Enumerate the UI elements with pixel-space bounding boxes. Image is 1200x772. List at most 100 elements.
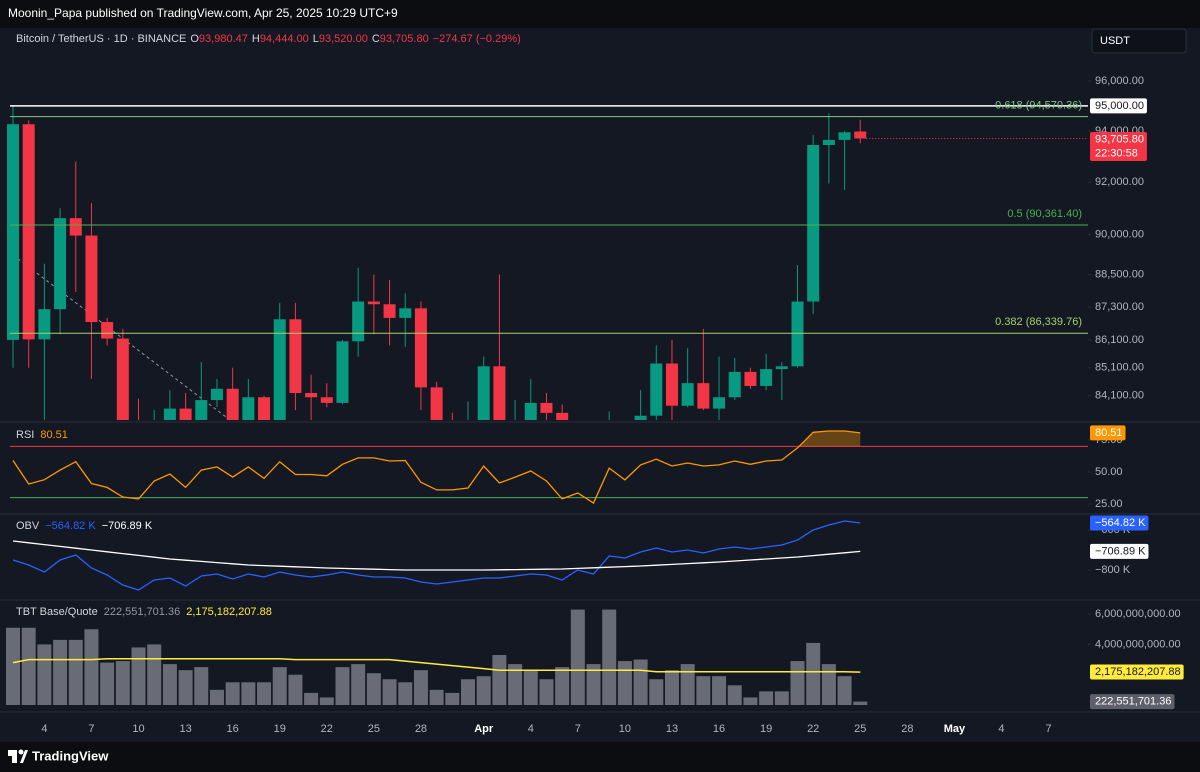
legend-text: TBT Base/Quote: [16, 606, 98, 618]
axis-value-box: [1090, 543, 1149, 559]
y-tick-label: 85,100.00: [1095, 362, 1144, 374]
candle-body: [775, 366, 788, 370]
volume-bar: [586, 664, 601, 705]
volume-bar: [351, 664, 366, 705]
volume-bar: [21, 627, 36, 705]
candle-body: [101, 322, 114, 339]
overbought-fill: [799, 431, 861, 447]
volume-bar: [602, 609, 617, 705]
volume-bar: [115, 661, 130, 705]
axis-value-box: [1090, 694, 1175, 710]
y-tick-label: 88,500.00: [1095, 268, 1144, 280]
footer-logo: [8, 749, 28, 763]
volume-bar: [147, 644, 162, 705]
x-tick-label: 10: [132, 723, 144, 735]
volume-bar: [68, 639, 83, 705]
axis-value-box: [1090, 131, 1147, 161]
candle-body: [54, 218, 67, 310]
pane: [10, 430, 1088, 504]
candle-body: [38, 309, 51, 340]
x-tick-label: 7: [575, 723, 581, 735]
legend-text: 93,705.80: [380, 33, 429, 45]
legend-text: 222,551,701.36: [104, 606, 180, 618]
volume-bar: [194, 667, 209, 705]
legend-text: 93,520.00: [319, 33, 368, 45]
footer-brand: TradingView: [32, 748, 109, 763]
currency-button-label[interactable]: USDT: [1100, 35, 1130, 47]
volume-bar: [6, 627, 20, 705]
volume-bar: [366, 673, 381, 705]
candle-body: [195, 400, 208, 420]
volume-bar: [555, 667, 570, 705]
x-tick-label: Apr: [474, 723, 494, 735]
volume-bar: [633, 659, 648, 705]
x-tick-label: 13: [666, 723, 678, 735]
axis-value-label: −564.82 K: [1095, 517, 1146, 529]
candle-body: [383, 304, 396, 318]
volume-bar: [288, 674, 303, 705]
fib-label: 0.382 (86,339.76): [995, 316, 1082, 328]
volume-bar: [382, 679, 397, 705]
axis-value-label: −706.89 K: [1095, 545, 1146, 557]
volume-bar: [241, 682, 256, 705]
volume-bar: [37, 644, 52, 705]
candle-body: [85, 235, 98, 323]
volume-bar: [319, 697, 334, 705]
candle-body: [273, 319, 286, 420]
y-tick-label: 96,000.00: [1095, 75, 1144, 87]
legend-text: 2,175,182,207.88: [186, 606, 272, 618]
pane: [7, 105, 1088, 420]
volume-bar: [304, 692, 319, 705]
x-tick-label: 25: [368, 723, 380, 735]
currency-button[interactable]: [1091, 28, 1187, 54]
x-tick-label: 22: [321, 723, 333, 735]
volume-bar: [162, 664, 177, 705]
candle-body: [116, 338, 129, 420]
x-tick-label: 16: [227, 723, 239, 735]
candle-body: [179, 408, 192, 420]
y-tick-label: 25.00: [1095, 498, 1123, 510]
x-tick-label: 10: [619, 723, 631, 735]
volume-bar: [790, 661, 805, 705]
candle-body: [336, 341, 349, 403]
candle-body: [540, 402, 553, 413]
volume-bar: [837, 676, 852, 705]
candle-body: [838, 132, 851, 140]
fib-label: 0.5 (90,361.40): [1007, 208, 1082, 220]
volume-bar: [821, 664, 836, 705]
legend-text: 94,444.00: [260, 33, 309, 45]
candle-body: [807, 144, 820, 302]
axis-value-box: [1090, 515, 1149, 531]
axis-value-label: 222,551,701.36: [1095, 696, 1171, 708]
candle-body: [665, 363, 678, 406]
x-tick-label: 4: [998, 723, 1004, 735]
line-series: [12, 540, 861, 571]
volume-bar: [523, 670, 538, 705]
candle-body: [305, 393, 318, 398]
x-tick-label: May: [944, 723, 966, 735]
legend-text: −564.82 K: [45, 520, 96, 532]
volume-bar: [53, 639, 68, 705]
pane: [6, 609, 868, 705]
volume-bar: [429, 689, 444, 705]
volume-bar: [664, 670, 679, 705]
volume-bar: [476, 676, 491, 705]
axis-value-label: 93,705.80: [1095, 133, 1144, 145]
candle-body: [242, 397, 255, 420]
candle-body: [163, 408, 176, 420]
axis-value-box: [1090, 98, 1147, 114]
x-tick-label: 13: [179, 723, 191, 735]
x-tick-label: 28: [415, 723, 427, 735]
x-tick-label: 7: [88, 723, 94, 735]
legend-text: RSI: [16, 429, 34, 441]
fib-label: 0.618 (94,570.36): [995, 100, 1082, 112]
x-tick-label: 25: [854, 723, 866, 735]
volume-bar: [853, 701, 868, 705]
candle-body: [760, 369, 773, 386]
volume-bar: [743, 697, 758, 705]
x-tick-label: 19: [274, 723, 286, 735]
volume-bar: [570, 609, 585, 705]
volume-bar: [508, 664, 523, 705]
volume-bar: [649, 679, 664, 705]
